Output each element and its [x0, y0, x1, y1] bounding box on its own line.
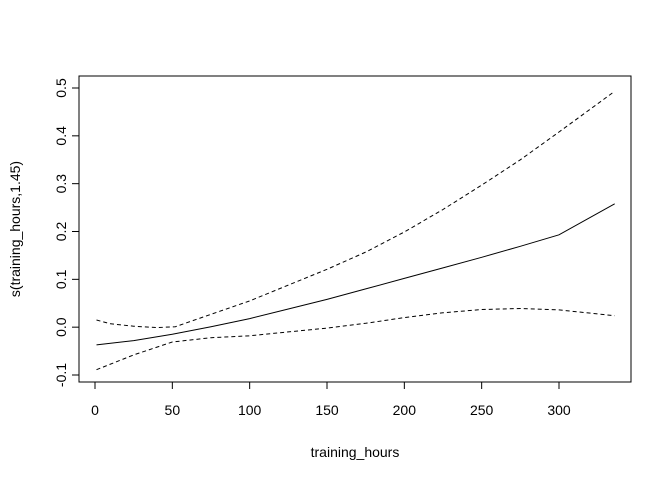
x-tick-label: 250	[470, 402, 494, 418]
x-tick-label: 50	[165, 402, 181, 418]
y-tick-label: 0.0	[53, 317, 69, 337]
y-tick-label: -0.1	[53, 363, 69, 387]
y-tick-label: 0.3	[53, 174, 69, 194]
y-tick-label: 0.4	[53, 126, 69, 146]
series-fit-line	[96, 203, 615, 346]
x-tick-label: 300	[547, 402, 571, 418]
series-upper-line	[96, 90, 615, 329]
x-axis-title: training_hours	[311, 444, 400, 460]
y-tick-label: 0.5	[53, 78, 69, 98]
y-tick-label: 0.2	[53, 222, 69, 242]
series-layer	[96, 90, 615, 371]
x-tick-label: 100	[238, 402, 262, 418]
x-tick-label: 200	[393, 402, 417, 418]
y-tick-label: 0.1	[53, 269, 69, 289]
x-tick-label: 0	[91, 402, 99, 418]
y-axis-title: s(training_hours,1.45)	[7, 161, 23, 297]
y-axis: -0.1 0.0 0.1 0.2 0.3 0.4 0.5	[53, 78, 80, 387]
series-lower-line	[96, 307, 615, 371]
x-axis: 0 50 100 150 200 250 300	[91, 381, 571, 418]
x-tick-label: 150	[315, 402, 339, 418]
